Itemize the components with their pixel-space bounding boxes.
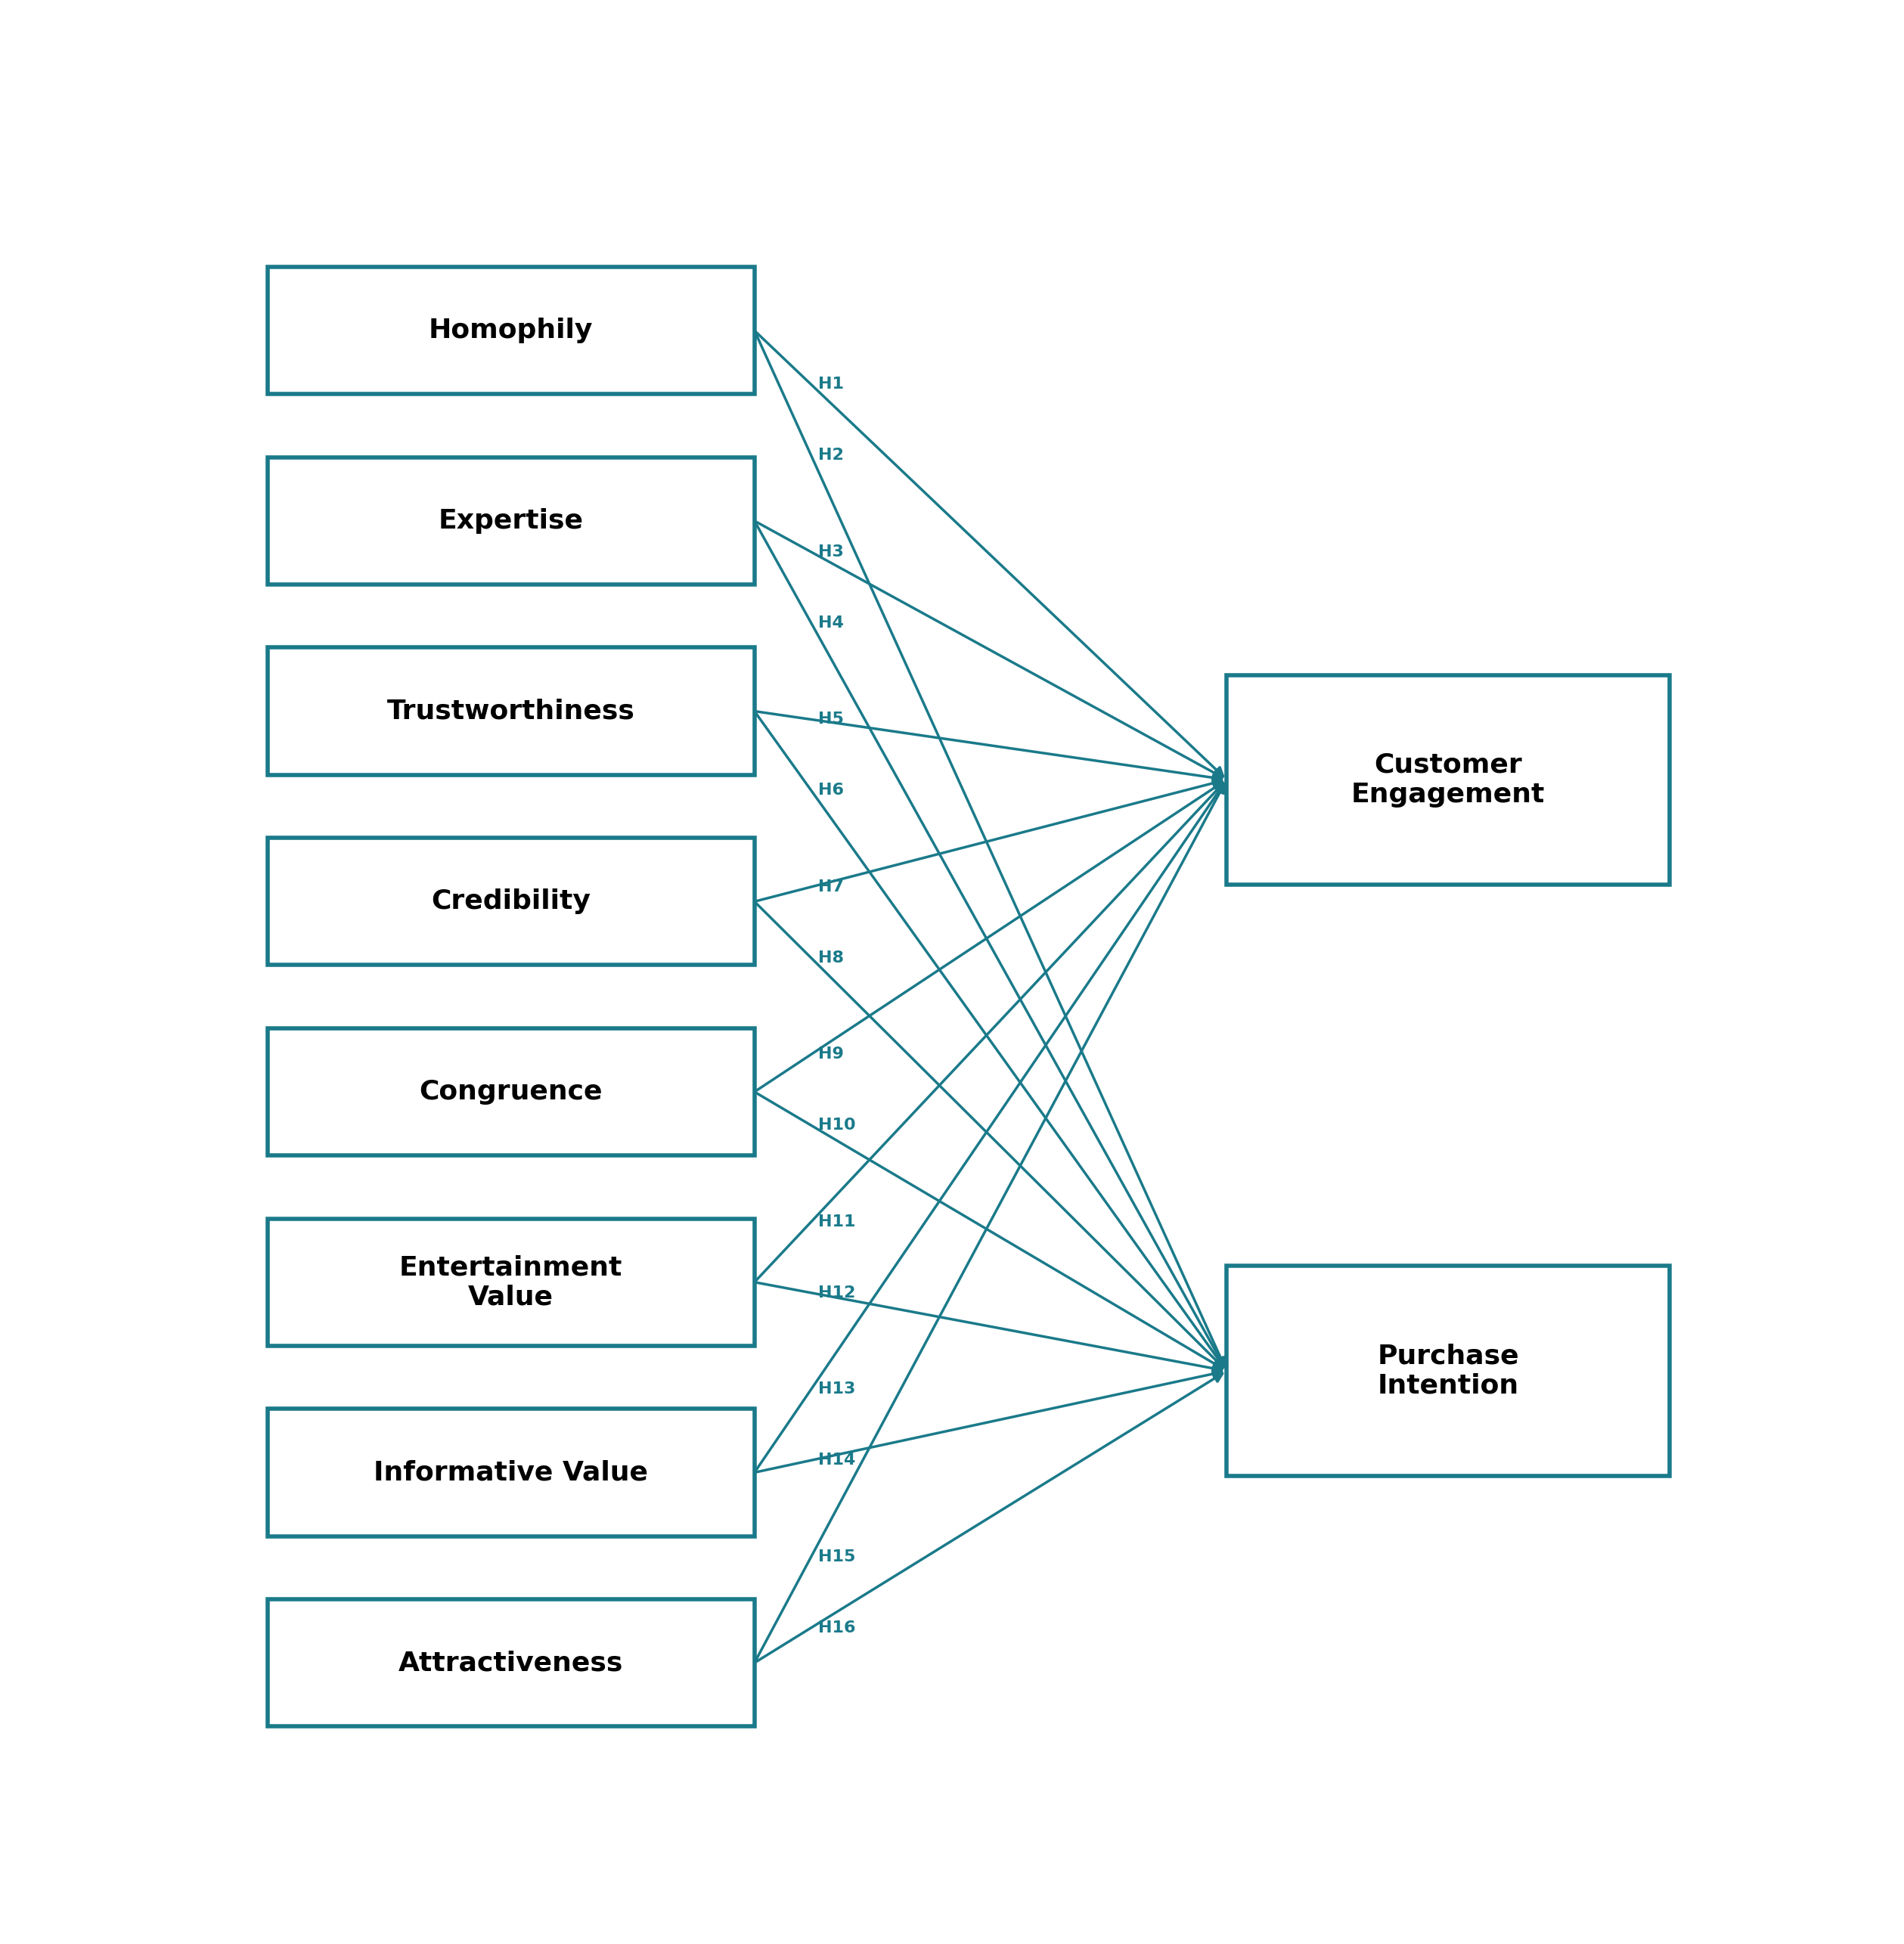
Text: H6: H6 — [819, 783, 843, 797]
Bar — [267, 457, 754, 585]
Bar — [267, 1219, 754, 1345]
Text: Congruence: Congruence — [419, 1079, 604, 1104]
Text: H15: H15 — [819, 1549, 855, 1565]
Bar — [1226, 675, 1670, 885]
Bar — [267, 838, 754, 964]
Text: H11: H11 — [819, 1215, 857, 1229]
Bar — [267, 1409, 754, 1536]
Text: Attractiveness: Attractiveness — [398, 1650, 623, 1676]
Bar — [267, 1600, 754, 1726]
Text: H16: H16 — [819, 1619, 857, 1635]
Text: H12: H12 — [819, 1285, 855, 1301]
Bar — [267, 266, 754, 395]
Text: H5: H5 — [819, 712, 843, 727]
Text: Expertise: Expertise — [438, 507, 585, 535]
Text: H13: H13 — [819, 1382, 855, 1398]
Text: Homophily: Homophily — [428, 317, 594, 344]
Bar — [267, 647, 754, 776]
Text: Entertainment
Value: Entertainment Value — [400, 1254, 623, 1310]
Text: Trustworthiness: Trustworthiness — [387, 698, 634, 723]
Text: H10: H10 — [819, 1118, 857, 1133]
Text: H8: H8 — [819, 951, 843, 966]
Text: H14: H14 — [819, 1452, 855, 1468]
Text: Purchase
Intention: Purchase Intention — [1377, 1343, 1519, 1398]
Text: Customer
Engagement: Customer Engagement — [1352, 752, 1544, 807]
Text: H3: H3 — [819, 544, 843, 560]
Text: H1: H1 — [819, 377, 843, 393]
Text: Credibility: Credibility — [432, 888, 590, 914]
Text: H7: H7 — [819, 879, 843, 894]
Bar — [1226, 1266, 1670, 1475]
Text: H9: H9 — [819, 1046, 843, 1061]
Text: Informative Value: Informative Value — [373, 1460, 647, 1485]
Text: H2: H2 — [819, 447, 843, 463]
Text: H4: H4 — [819, 616, 843, 630]
Bar — [267, 1028, 754, 1155]
